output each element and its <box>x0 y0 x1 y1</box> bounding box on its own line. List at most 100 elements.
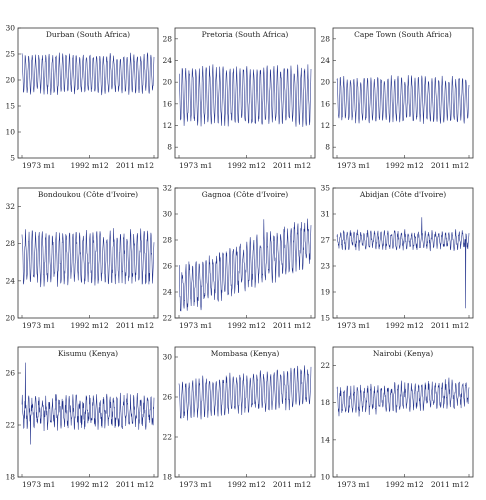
chart-panel: Mombasa (Kenya) 18 22 26 30 1973 m1 1992 m12 20… <box>162 346 316 489</box>
x-tick-label: 2011 m12 <box>431 480 469 489</box>
y-tick-label: 12 <box>162 121 172 130</box>
y-tick-label: 23 <box>320 262 330 271</box>
x-tick-label: 2011 m12 <box>273 161 311 170</box>
y-tick-label: 16 <box>162 99 172 108</box>
x-tick-label: 2011 m12 <box>116 480 154 489</box>
x-tick-label: 1973 m1 <box>22 321 55 330</box>
x-tick-label: 1973 m1 <box>337 480 370 489</box>
chart-title: Pretoria (South Africa) <box>202 30 289 39</box>
x-tick-label: 1973 m1 <box>22 480 55 489</box>
y-tick-label: 32 <box>162 184 172 193</box>
series-line <box>336 75 470 124</box>
y-tick-label: 26 <box>5 369 15 378</box>
series-line <box>21 52 155 96</box>
chart-title: Durban (South Africa) <box>46 30 130 39</box>
y-tick-label: 24 <box>162 288 172 297</box>
plot-frame <box>332 27 474 159</box>
x-tick-label: 1992 m12 <box>70 161 108 170</box>
x-tick-label: 2011 m12 <box>431 321 469 330</box>
x-tick-label: 1973 m1 <box>179 321 212 330</box>
series-line <box>21 228 155 288</box>
x-tick-label: 1992 m12 <box>227 480 265 489</box>
y-tick-label: 28 <box>320 34 330 43</box>
chart-panel: Kisumu (Kenya) 18 22 26 1973 m1 1992 m12 2011 … <box>5 346 159 489</box>
series-line <box>336 217 470 309</box>
y-tick-label: 20 <box>5 76 15 85</box>
chart-panel: Gagnoa (Côte d'Ivoire) 22 24 26 28 30 32 1973 m… <box>162 184 316 330</box>
series-line <box>336 377 470 417</box>
plot-frame <box>174 187 316 319</box>
plot-frame <box>17 346 159 478</box>
plot-frame <box>17 27 159 159</box>
y-tick-label: 27 <box>320 236 330 245</box>
x-tick-label: 2011 m12 <box>116 161 154 170</box>
series-line <box>178 365 312 421</box>
y-tick-label: 14 <box>320 435 330 444</box>
x-tick-label: 2011 m12 <box>431 161 469 170</box>
y-tick-label: 10 <box>320 473 330 482</box>
y-tick-label: 31 <box>320 210 330 219</box>
plot-frame <box>17 187 159 319</box>
y-tick-label: 30 <box>162 353 172 362</box>
y-tick-label: 18 <box>320 398 330 407</box>
x-tick-label: 1973 m1 <box>179 161 212 170</box>
plot-frame <box>332 187 474 319</box>
y-tick-label: 25 <box>5 50 15 59</box>
x-tick-label: 1992 m12 <box>227 321 265 330</box>
x-tick-label: 2011 m12 <box>273 321 311 330</box>
y-tick-label: 28 <box>162 236 172 245</box>
plot-frame <box>174 27 316 159</box>
chart-title: Nairobi (Kenya) <box>373 349 433 358</box>
y-tick-label: 8 <box>167 143 172 152</box>
chart-panel: Pretoria (South Africa) 8 12 16 20 24 28 1973 m… <box>162 27 316 170</box>
x-tick-label: 1992 m12 <box>227 161 265 170</box>
y-tick-label: 35 <box>320 184 330 193</box>
y-tick-label: 28 <box>5 239 15 248</box>
x-tick-label: 1992 m12 <box>385 321 423 330</box>
chart-panel: Cape Town (South Africa) 8 12 16 20 24 28 1973 … <box>320 27 474 170</box>
y-tick-label: 8 <box>325 143 330 152</box>
x-tick-label: 1973 m1 <box>22 161 55 170</box>
chart-title: Cape Town (South Africa) <box>354 30 452 39</box>
series-line <box>21 362 155 445</box>
y-tick-label: 20 <box>5 314 15 323</box>
x-tick-label: 2011 m12 <box>116 321 154 330</box>
series-line <box>178 64 312 127</box>
chart-title: Kisumu (Kenya) <box>58 349 118 358</box>
y-tick-label: 32 <box>5 202 15 211</box>
x-tick-label: 1992 m12 <box>70 321 108 330</box>
chart-title: Abidjan (Côte d'Ivoire) <box>359 190 446 199</box>
x-tick-label: 1992 m12 <box>385 480 423 489</box>
x-tick-label: 2011 m12 <box>273 480 311 489</box>
plot-frame <box>174 346 316 478</box>
y-tick-label: 22 <box>162 433 172 442</box>
y-tick-label: 24 <box>5 276 15 285</box>
y-tick-label: 22 <box>162 314 172 323</box>
y-tick-label: 24 <box>162 56 172 65</box>
y-tick-label: 26 <box>162 393 172 402</box>
x-tick-label: 1992 m12 <box>385 161 423 170</box>
plot-frame <box>332 346 474 478</box>
y-tick-label: 12 <box>320 121 330 130</box>
chart-panel: Bondoukou (Côte d'Ivoire) 20 24 28 32 1973 m1… <box>5 187 159 330</box>
y-tick-label: 24 <box>320 56 330 65</box>
y-tick-label: 16 <box>320 99 330 108</box>
y-tick-label: 20 <box>162 78 172 87</box>
y-tick-label: 30 <box>162 210 172 219</box>
chart-title: Mombasa (Kenya) <box>211 349 280 358</box>
x-tick-label: 1973 m1 <box>337 321 370 330</box>
y-tick-label: 18 <box>5 473 15 482</box>
y-tick-label: 22 <box>320 361 330 370</box>
x-tick-label: 1973 m1 <box>179 480 212 489</box>
x-tick-label: 1973 m1 <box>337 161 370 170</box>
y-tick-label: 15 <box>5 102 15 111</box>
y-tick-label: 5 <box>10 154 15 163</box>
y-tick-label: 28 <box>162 34 172 43</box>
chart-panel: Durban (South Africa) 5 10 15 20 25 30 1973 m1 1… <box>5 24 159 170</box>
y-tick-label: 20 <box>320 78 330 87</box>
chart-title: Bondoukou (Côte d'Ivoire) <box>38 190 138 199</box>
chart-title: Gagnoa (Côte d'Ivoire) <box>202 190 288 199</box>
y-tick-label: 15 <box>320 314 330 323</box>
y-tick-label: 18 <box>162 473 172 482</box>
